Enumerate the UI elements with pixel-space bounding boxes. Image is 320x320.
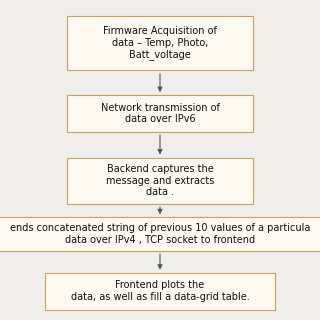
Text: Backend captures the
message and extracts
data .: Backend captures the message and extract…: [106, 164, 214, 197]
FancyBboxPatch shape: [67, 16, 253, 70]
Text: Network transmission of
data over IPv6: Network transmission of data over IPv6: [100, 103, 220, 124]
FancyBboxPatch shape: [45, 273, 275, 310]
FancyBboxPatch shape: [67, 95, 253, 132]
Text: Frontend plots the
data, as well as fill a data-grid table.: Frontend plots the data, as well as fill…: [71, 280, 249, 302]
FancyBboxPatch shape: [0, 218, 320, 251]
Text: ends concatenated string of previous 10 values of a particula
data over IPv4 , T: ends concatenated string of previous 10 …: [10, 223, 310, 245]
FancyBboxPatch shape: [67, 158, 253, 204]
Text: Firmware Acquisition of
data – Temp, Photo,
Batt_voltage: Firmware Acquisition of data – Temp, Pho…: [103, 26, 217, 60]
